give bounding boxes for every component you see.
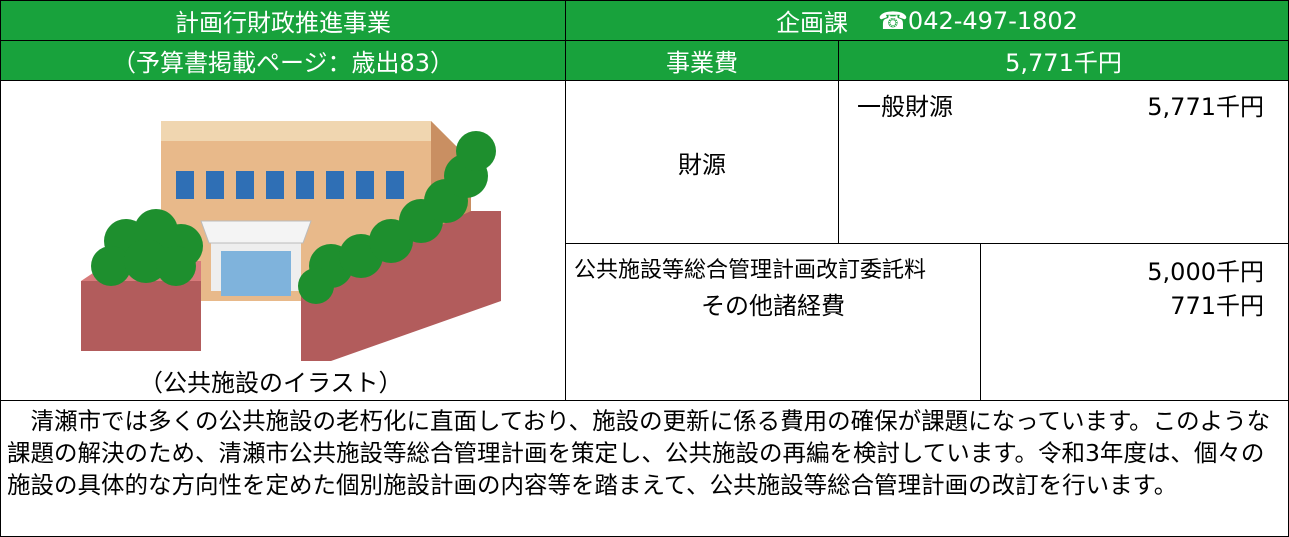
title-cell: 計画行財政推進事業 <box>0 0 566 41</box>
cost: 5,771千円 <box>1005 49 1122 77</box>
breakdown-item: その他諸経費 <box>701 292 845 320</box>
funding-source-amount: 5,771千円 <box>1147 93 1264 121</box>
breakdown-amount: 5,000千円 <box>1147 258 1264 286</box>
building-illustration <box>81 121 501 361</box>
funding-source-cell: 一般財源 5,771千円 <box>838 80 1289 244</box>
funding-label-cell: 財源 <box>565 80 839 244</box>
description: 清瀬市では多くの公共施設の老朽化に直面しており、施設の更新に係る費用の確保が課題… <box>0 400 1289 537</box>
budget-page: （予算書掲載ページ：歳出83） <box>111 49 455 77</box>
cost-label: 事業費 <box>666 49 738 77</box>
phone: ☎042-497-1802 <box>878 6 1078 35</box>
cost-label-cell: 事業費 <box>565 40 839 81</box>
funding-source-name: 一般財源 <box>857 93 953 121</box>
illustration-caption: （公共施設のイラスト） <box>139 369 403 397</box>
funding-label: 財源 <box>678 150 726 179</box>
department: 企画課 <box>776 9 849 37</box>
breakdown-amounts-cell: 5,000千円 771千円 <box>980 243 1289 401</box>
illustration-cell: （公共施設のイラスト） <box>0 80 566 401</box>
budget-page-cell: （予算書掲載ページ：歳出83） <box>0 40 566 81</box>
title: 計画行財政推進事業 <box>175 9 391 37</box>
department-cell: 企画課 ☎042-497-1802 <box>565 0 1289 41</box>
breakdown-amount: 771千円 <box>1170 292 1264 320</box>
breakdown-items-cell: 公共施設等総合管理計画改訂委託料 その他諸経費 <box>565 243 981 401</box>
breakdown-item: 公共施設等総合管理計画改訂委託料 <box>574 258 927 283</box>
cost-cell: 5,771千円 <box>838 40 1289 81</box>
